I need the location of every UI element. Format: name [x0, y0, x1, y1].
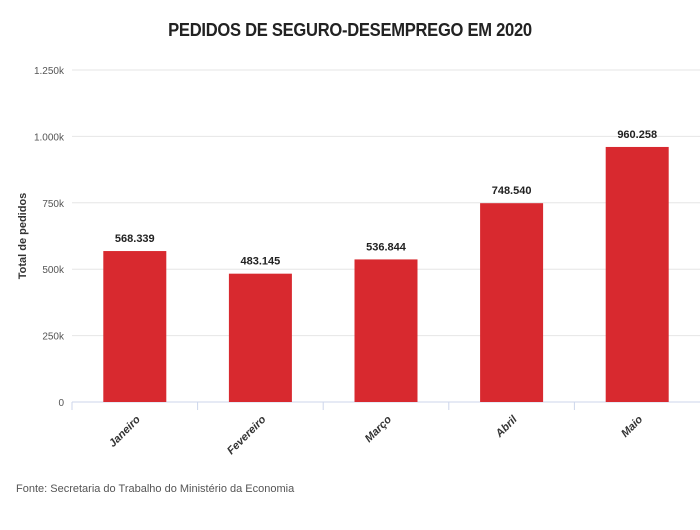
x-tick-label: Janeiro: [107, 413, 143, 449]
y-axis-ticks: 0 250k 500k 750k 1.000k 1.250k: [34, 66, 65, 409]
data-labels: 568.339 483.145 536.844 748.540 960.258: [115, 129, 657, 268]
y-tick-label: 1.250k: [34, 66, 65, 77]
bar-março[interactable]: [354, 259, 418, 402]
bar-janeiro[interactable]: [103, 251, 167, 402]
x-tick-label: Abril: [493, 413, 521, 441]
x-tick-label: Maio: [619, 413, 645, 439]
data-label: 568.339: [115, 233, 155, 245]
x-tick-label: Março: [363, 413, 395, 445]
y-tick-label: 1.000k: [34, 132, 65, 143]
bars: [103, 146, 669, 402]
data-label: 536.844: [366, 241, 407, 253]
bar-maio[interactable]: [605, 146, 669, 402]
x-tick-label: Fevereiro: [225, 413, 269, 457]
y-tick-label: 750k: [42, 199, 65, 210]
source-note: Fonte: Secretaria do Trabalho do Ministé…: [16, 483, 295, 495]
y-tick-label: 500k: [42, 265, 65, 276]
x-axis-ticks: Janeiro Fevereiro Março Abril Maio: [71, 402, 646, 457]
y-axis-label: Total de pedidos: [17, 193, 29, 280]
bar-abril[interactable]: [480, 203, 544, 402]
data-label: 748.540: [492, 185, 532, 197]
y-tick-label: 250k: [42, 332, 65, 343]
y-tick-label: 0: [58, 398, 64, 409]
data-label: 960.258: [617, 129, 657, 141]
bar-fevereiro[interactable]: [228, 273, 292, 402]
chart-title: PEDIDOS DE SEGURO-DESEMPREGO EM 2020: [168, 20, 532, 40]
data-label: 483.145: [241, 256, 281, 268]
